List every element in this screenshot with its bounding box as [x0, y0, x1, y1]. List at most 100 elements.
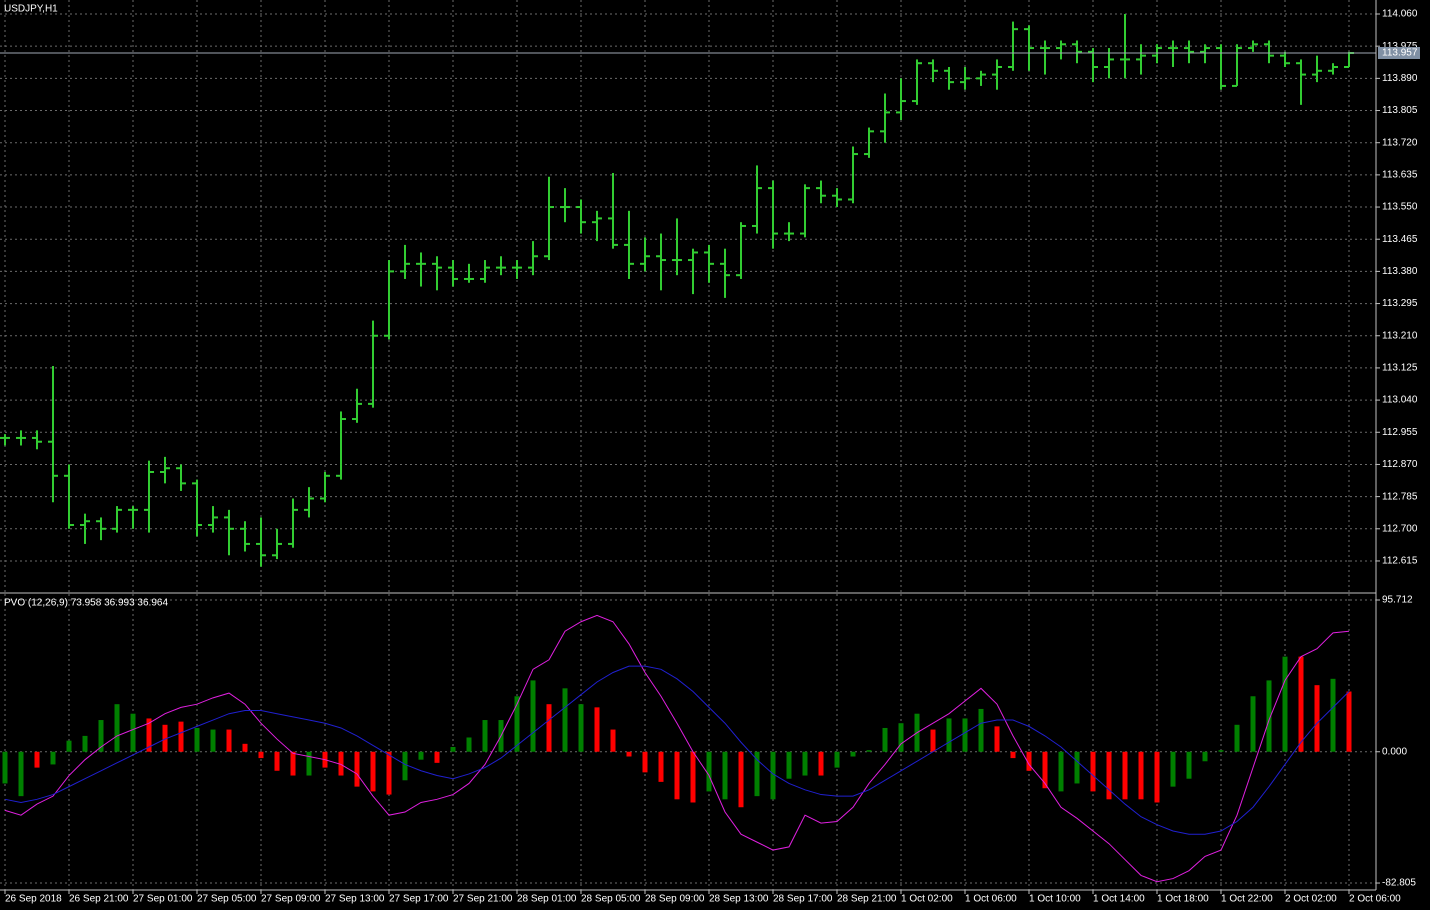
- y-tick-label: 112.700: [1382, 523, 1418, 534]
- y-tick-label: 95.712: [1382, 595, 1413, 606]
- histogram-bar: [1058, 751, 1064, 792]
- histogram-bar: [818, 751, 824, 776]
- histogram-bar: [578, 704, 584, 752]
- histogram-bar: [610, 729, 616, 752]
- histogram-bar: [226, 729, 232, 752]
- histogram-bar: [1106, 751, 1112, 800]
- pane-title: USDJPY,H1: [4, 4, 58, 15]
- last-price-box: [1378, 46, 1420, 59]
- histogram-bar: [1202, 751, 1208, 762]
- y-tick-label: -82.805: [1382, 878, 1416, 889]
- histogram-bar: [786, 751, 792, 779]
- histogram-bar: [1026, 751, 1032, 771]
- histogram-bar: [1266, 680, 1272, 752]
- histogram-bar: [946, 718, 952, 752]
- x-tick-label: 26 Sep 2018: [5, 894, 62, 905]
- histogram-bar: [562, 688, 568, 752]
- histogram-bar: [162, 724, 168, 752]
- histogram-bar: [258, 751, 264, 759]
- y-tick-label: 113.890: [1382, 73, 1418, 84]
- histogram-bar: [82, 735, 88, 752]
- histogram-bar: [626, 751, 632, 757]
- histogram-bar: [386, 751, 392, 795]
- histogram-bar: [1298, 656, 1304, 752]
- histogram-bar: [50, 751, 56, 765]
- y-tick-label: 113.465: [1382, 234, 1418, 245]
- x-tick-label: 28 Sep 13:00: [709, 894, 769, 905]
- histogram-bar: [18, 751, 24, 797]
- histogram-bar: [482, 720, 488, 752]
- x-tick-label: 1 Oct 10:00: [1029, 894, 1081, 905]
- histogram-bar: [418, 751, 424, 760]
- x-tick-label: 27 Sep 09:00: [261, 894, 321, 905]
- y-tick-label: 112.870: [1382, 459, 1418, 470]
- histogram-bar: [66, 740, 72, 752]
- histogram-bar: [178, 721, 184, 752]
- histogram-bar: [962, 718, 968, 752]
- histogram-bar: [1090, 751, 1096, 792]
- x-tick-label: 2 Oct 02:00: [1285, 894, 1337, 905]
- last-price-label: 113.957: [1382, 48, 1418, 59]
- histogram-bar: [1186, 751, 1192, 779]
- indicator-line: [4, 665, 1350, 835]
- histogram-bar: [34, 751, 40, 768]
- x-tick-label: 1 Oct 14:00: [1093, 894, 1145, 905]
- histogram-bar: [114, 704, 120, 752]
- histogram-bar: [434, 751, 440, 763]
- histogram-bar: [130, 713, 136, 752]
- indicator-line: [4, 614, 1350, 883]
- histogram-bar: [1010, 751, 1016, 759]
- histogram-bar: [1234, 724, 1240, 752]
- histogram-bar: [290, 751, 296, 776]
- histogram-bar: [1074, 751, 1080, 784]
- histogram-bar: [930, 729, 936, 752]
- histogram-bar: [882, 727, 888, 752]
- histogram-bar: [402, 751, 408, 781]
- x-tick-label: 1 Oct 02:00: [901, 894, 953, 905]
- histogram-bar: [1042, 751, 1048, 789]
- x-tick-label: 27 Sep 05:00: [197, 894, 257, 905]
- histogram-bar: [1346, 691, 1352, 752]
- y-tick-label: 113.040: [1382, 395, 1418, 406]
- histogram-bar: [802, 751, 808, 776]
- histogram-bar: [546, 704, 552, 752]
- histogram-bar: [210, 729, 216, 752]
- histogram-bar: [834, 751, 840, 768]
- histogram-bar: [2, 751, 8, 784]
- y-tick-label: 113.550: [1382, 202, 1418, 213]
- x-tick-label: 1 Oct 06:00: [965, 894, 1017, 905]
- histogram-bar: [466, 737, 472, 752]
- x-tick-label: 27 Sep 21:00: [453, 894, 513, 905]
- y-tick-label: 112.615: [1382, 556, 1418, 567]
- y-tick-label: 113.380: [1382, 266, 1418, 277]
- histogram-bar: [898, 723, 904, 752]
- histogram-bar: [530, 680, 536, 752]
- histogram-bar: [194, 727, 200, 752]
- histogram-bar: [722, 751, 728, 800]
- histogram-bar: [994, 726, 1000, 752]
- histogram-bar: [770, 751, 776, 800]
- histogram-bar: [514, 696, 520, 752]
- histogram-bar: [306, 751, 312, 776]
- histogram-bar: [98, 720, 104, 752]
- histogram-bar: [1138, 751, 1144, 800]
- y-tick-label: 113.720: [1382, 137, 1418, 148]
- x-tick-label: 1 Oct 18:00: [1157, 894, 1209, 905]
- x-tick-label: 1 Oct 22:00: [1221, 894, 1273, 905]
- histogram-bar: [978, 708, 984, 752]
- x-tick-label: 27 Sep 01:00: [133, 894, 193, 905]
- pane-title: PVO (12,26,9) 73.958 36.993 36.964: [4, 598, 168, 609]
- x-tick-label: 27 Sep 17:00: [389, 894, 449, 905]
- histogram-bar: [1154, 751, 1160, 803]
- x-tick-label: 28 Sep 21:00: [837, 894, 897, 905]
- histogram-bar: [274, 751, 280, 771]
- y-tick-label: 113.805: [1382, 105, 1418, 116]
- histogram-bar: [690, 751, 696, 803]
- histogram-bar: [658, 751, 664, 782]
- x-tick-label: 28 Sep 17:00: [773, 894, 833, 905]
- histogram-bar: [1170, 751, 1176, 787]
- y-tick-label: 113.635: [1382, 170, 1418, 181]
- histogram-bar: [1218, 750, 1224, 752]
